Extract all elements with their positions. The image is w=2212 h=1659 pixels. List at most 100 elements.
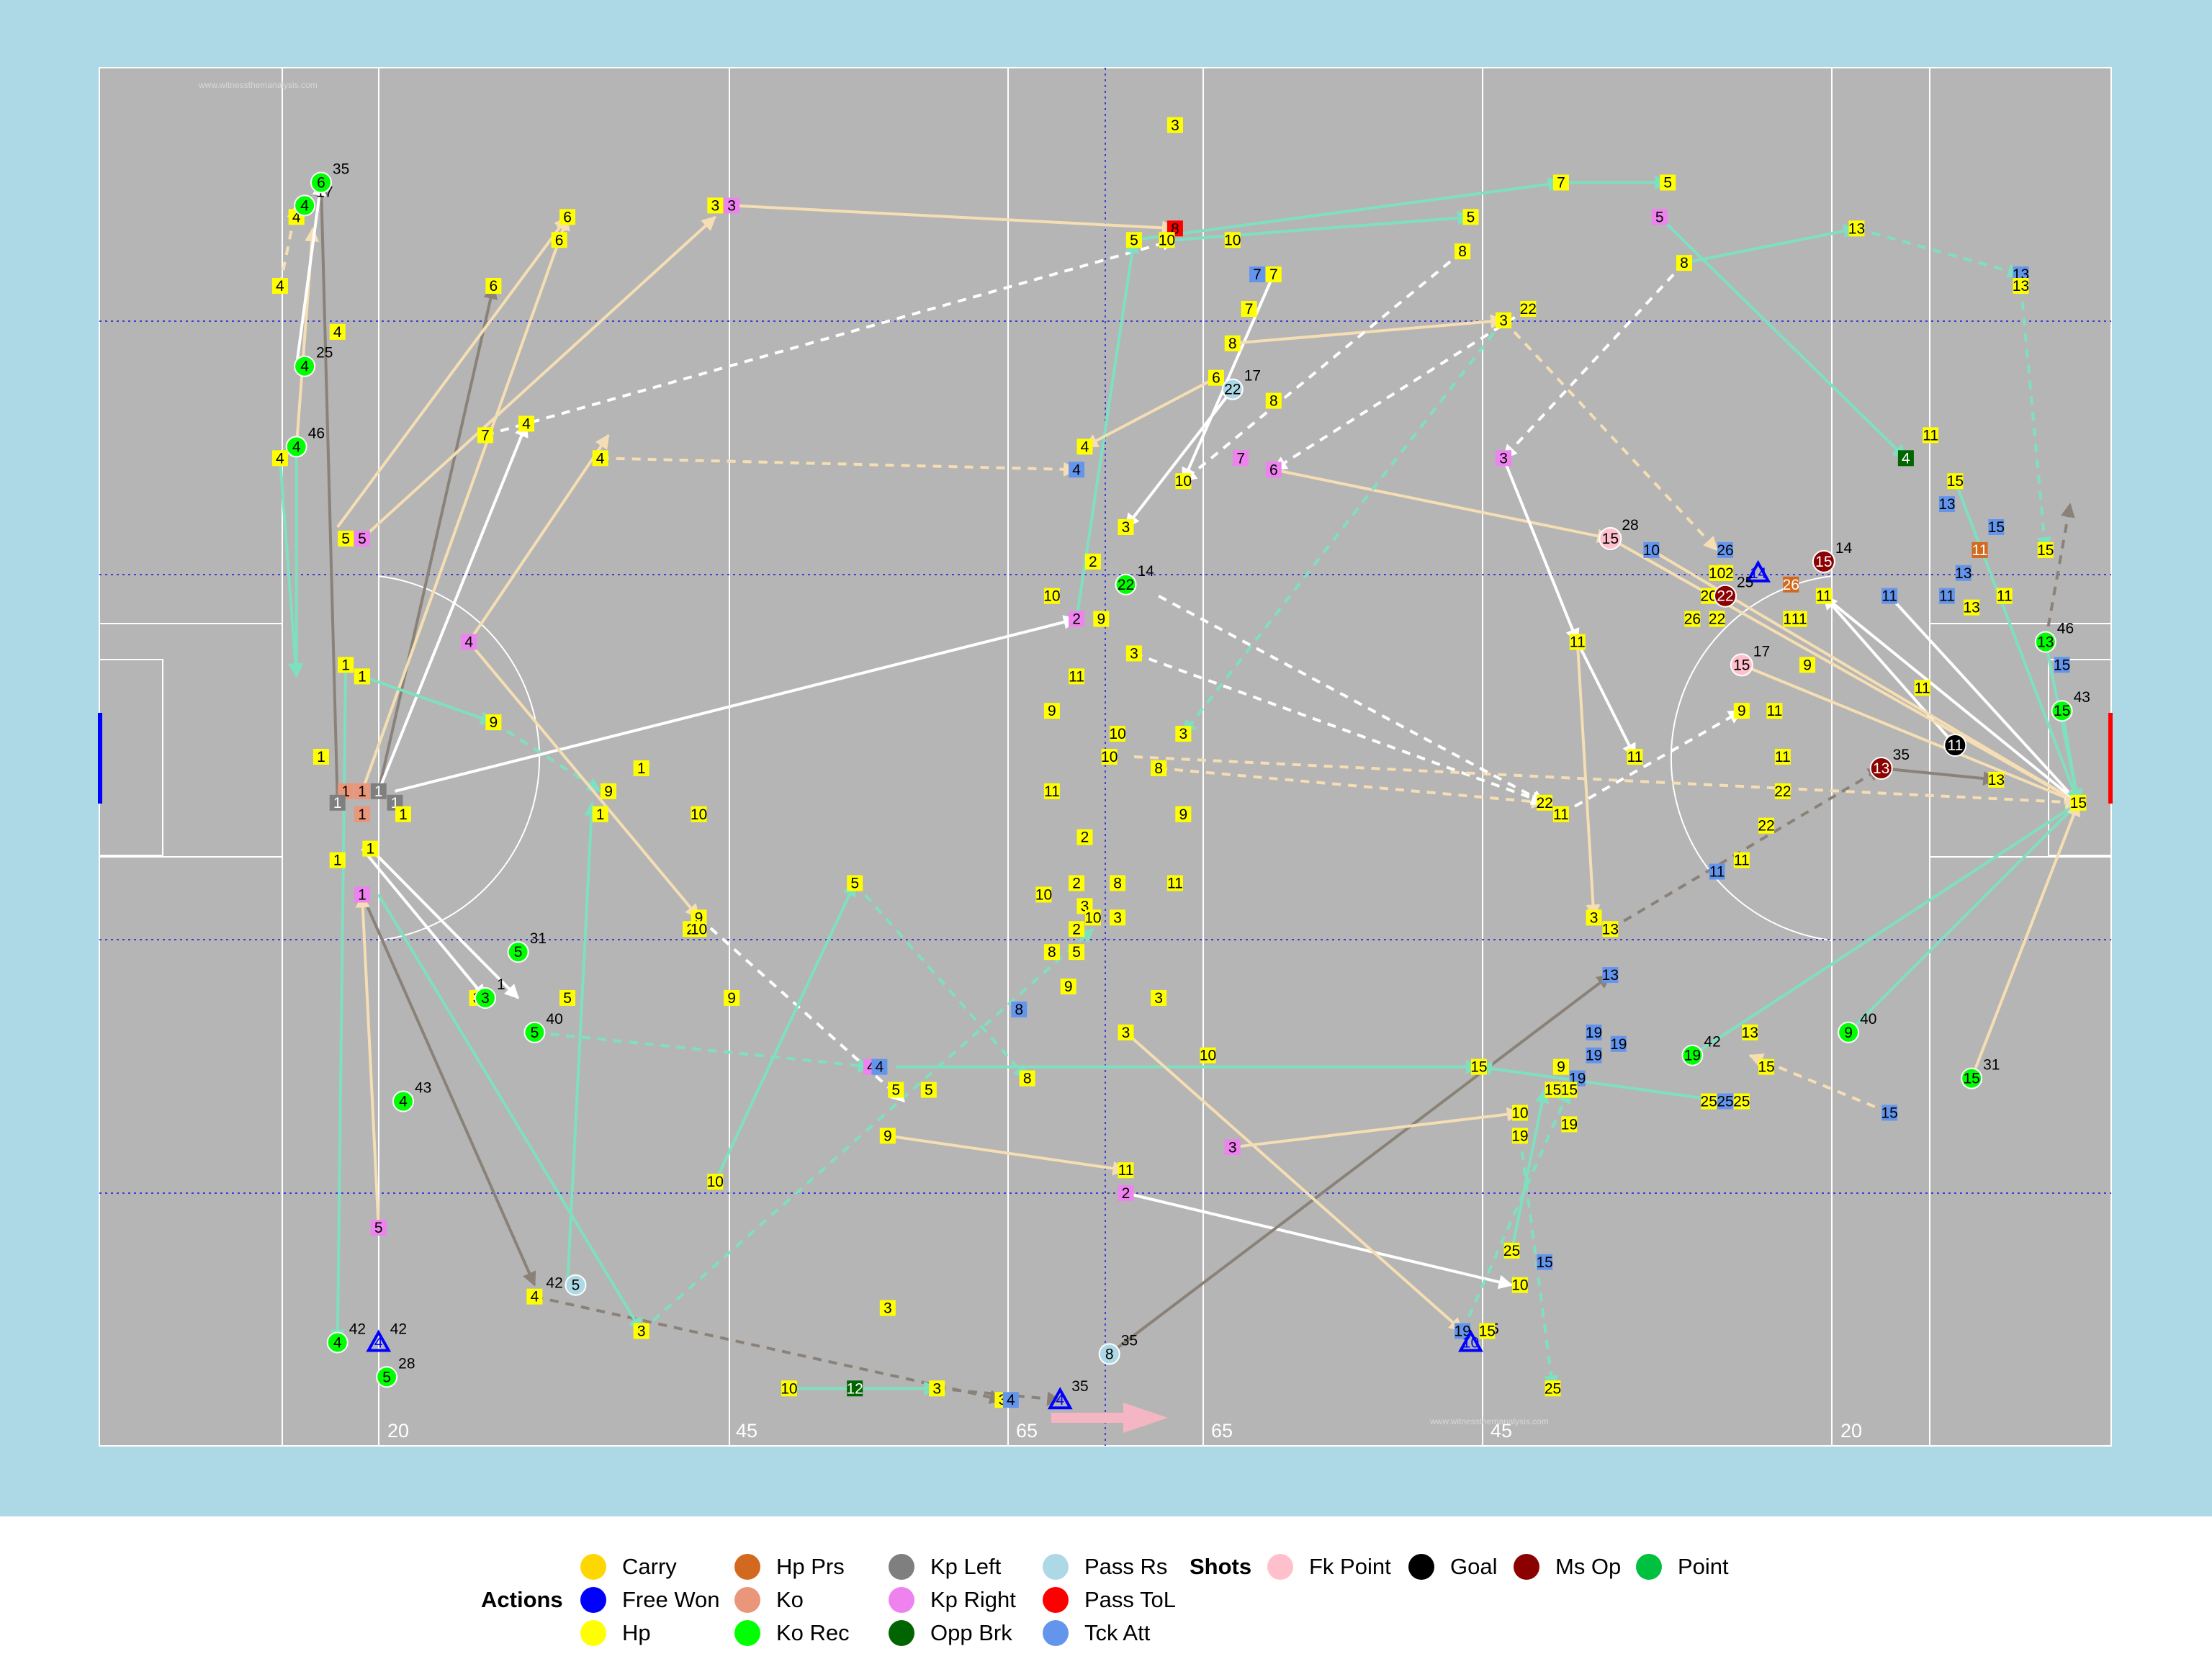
event-marker: 4 xyxy=(1002,1392,1019,1408)
event-time-tag: 42 xyxy=(546,1275,562,1292)
event-player-number: 3 xyxy=(1499,450,1508,467)
right-goal xyxy=(2108,713,2113,804)
event-marker-shape xyxy=(1552,1058,1569,1075)
event-player-number: 25 xyxy=(1733,1094,1750,1110)
event-link xyxy=(640,927,1094,1332)
event-marker-shape xyxy=(523,1021,546,1043)
legend-label: Point xyxy=(1678,1554,1729,1579)
watermark-bottom: www.witnessthemanalysis.com xyxy=(1429,1416,1549,1426)
event-player-number: 3 xyxy=(1154,990,1163,1007)
event-link xyxy=(361,215,716,540)
event-player-number: 19 xyxy=(1586,1025,1602,1041)
event-marker: 7 xyxy=(477,427,493,444)
event-marker: 4 42 xyxy=(326,1321,366,1354)
event-player-number: 1 xyxy=(317,749,325,765)
event-marker-shape xyxy=(1938,588,1955,604)
event-marker-shape xyxy=(1537,1254,1553,1270)
event-marker: 1 xyxy=(395,806,411,823)
legend-label: Free Won xyxy=(622,1587,720,1612)
event-player-number: 10 xyxy=(691,806,707,823)
event-marker-shape xyxy=(1151,989,1167,1006)
event-marker: 3 xyxy=(1166,117,1183,134)
event-link xyxy=(485,236,1177,437)
event-link xyxy=(1461,1088,1571,1332)
event-player-number: 13 xyxy=(1938,496,1955,513)
event-marker: 3 xyxy=(1175,726,1192,742)
event-marker-shape xyxy=(724,989,740,1006)
event-marker: 2 xyxy=(1118,1185,1134,1202)
event-player-number: 13 xyxy=(1848,220,1865,237)
event-player-number: 12 xyxy=(846,1380,863,1397)
event-link xyxy=(361,848,487,999)
legend-swatch xyxy=(889,1554,914,1580)
event-link xyxy=(1683,224,1858,265)
legend-label: Kp Right xyxy=(930,1587,1016,1612)
event-marker: 13 xyxy=(2013,278,2029,295)
event-marker: 22 xyxy=(1536,794,1553,811)
legend-label: Hp Prs xyxy=(776,1554,845,1579)
event-player-number: 5 xyxy=(891,1082,900,1099)
legend-item: Ms Op xyxy=(1514,1551,1621,1583)
event-player-number: 4 xyxy=(399,1094,408,1110)
event-marker-shape xyxy=(879,1300,896,1316)
event-marker-shape xyxy=(1496,450,1512,467)
legend-label: Ko Rec xyxy=(776,1620,850,1645)
event-player-number: 13 xyxy=(1602,921,1619,938)
event-player-number: 11 xyxy=(1709,864,1725,881)
event-marker-shape xyxy=(1676,255,1692,271)
event-marker: 10 xyxy=(1109,726,1126,742)
event-marker-shape xyxy=(2037,541,2054,558)
event-player-number: 2 xyxy=(1072,611,1081,628)
event-marker: 5 xyxy=(920,1082,937,1099)
legend-item: Point xyxy=(1636,1551,1729,1583)
event-player-number: 3 xyxy=(1081,898,1089,914)
event-marker-shape xyxy=(1972,541,1988,558)
event-marker-shape xyxy=(1035,886,1052,903)
event-marker-shape xyxy=(1076,439,1093,455)
event-marker-shape xyxy=(1758,1058,1775,1075)
event-marker: 10 xyxy=(1035,886,1052,903)
event-link xyxy=(1272,307,1529,471)
legend-item: Carry xyxy=(580,1551,677,1583)
mark-right-65: 65 xyxy=(1211,1420,1233,1442)
event-marker-shape xyxy=(1766,703,1783,719)
event-time-tag: 28 xyxy=(398,1355,415,1372)
event-link xyxy=(377,284,498,792)
left-goal xyxy=(98,713,102,804)
event-player-number: 11 xyxy=(1570,634,1586,651)
event-player-number: 9 xyxy=(604,783,613,800)
event-marker-shape xyxy=(1714,584,1737,608)
event-marker: 13 xyxy=(1938,496,1956,513)
event-marker: 11 xyxy=(1043,783,1060,800)
event-marker: 5 28 xyxy=(376,1355,415,1388)
event-marker-shape xyxy=(1069,921,1085,938)
event-marker-shape xyxy=(294,355,316,377)
event-link xyxy=(361,215,570,792)
event-player-number: 11 xyxy=(1167,875,1183,891)
event-marker: 4 xyxy=(271,450,288,467)
event-link xyxy=(1182,319,1505,735)
event-marker: 1 xyxy=(354,668,370,685)
event-marker: 1 xyxy=(633,760,649,777)
event-marker: 11 xyxy=(1166,875,1183,891)
event-link xyxy=(295,181,327,367)
event-player-number: 8 xyxy=(1113,875,1122,891)
event-marker: 19 xyxy=(1511,1128,1529,1144)
event-player-number: 2 xyxy=(1072,875,1081,891)
event-marker: 10 xyxy=(1084,909,1102,926)
event-marker: 11 xyxy=(1774,749,1791,765)
event-link xyxy=(1691,801,2080,1057)
event-time-tag: 43 xyxy=(2074,689,2090,706)
event-marker: 8 xyxy=(1455,243,1471,260)
event-marker: 3 xyxy=(633,1323,649,1340)
event-marker-shape xyxy=(1709,611,1725,627)
event-marker-shape xyxy=(1599,526,1622,550)
event-marker: 6 xyxy=(485,278,502,295)
event-link xyxy=(369,848,520,999)
event-marker: 5 xyxy=(888,1082,904,1099)
event-player-number: 9 xyxy=(884,1128,892,1144)
event-marker: 14 xyxy=(1745,559,1771,583)
event-player-number: 8 xyxy=(1680,255,1689,271)
